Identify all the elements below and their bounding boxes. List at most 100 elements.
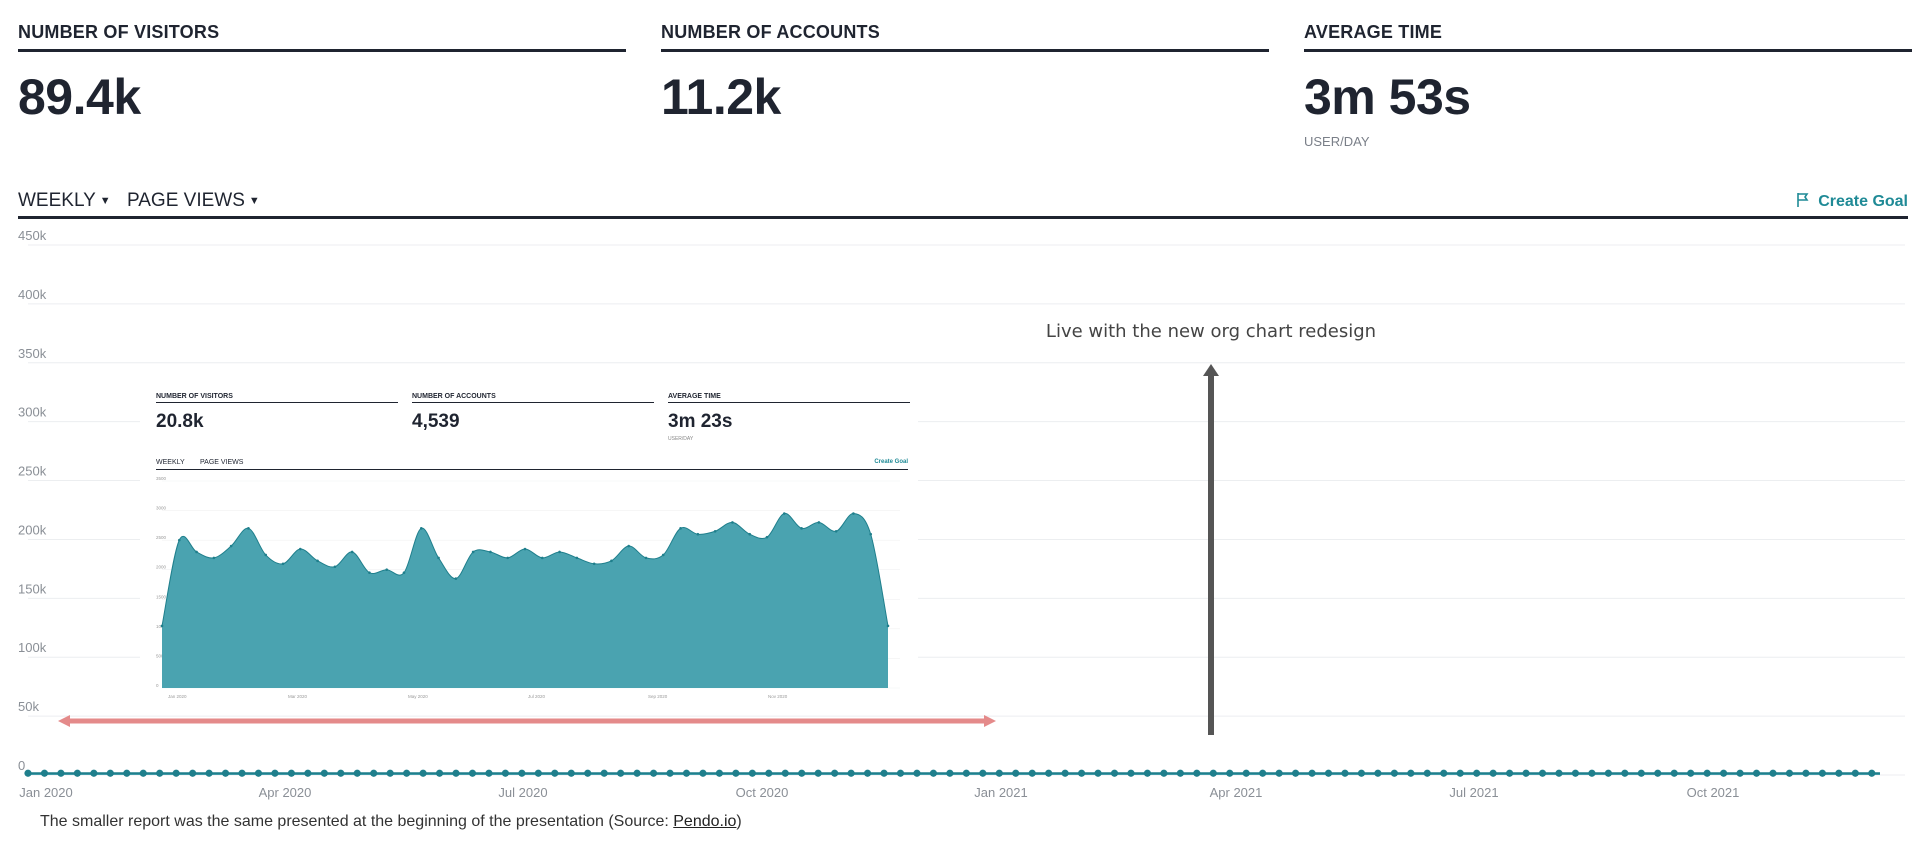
data-point	[1687, 769, 1695, 777]
data-point	[567, 769, 575, 777]
metric-value: 89.4k	[18, 69, 141, 125]
data-point	[468, 769, 477, 777]
data-point	[1077, 769, 1086, 777]
data-point	[320, 769, 328, 777]
x-tick-label: Jul 2020	[498, 785, 547, 800]
inset-data-point	[713, 529, 717, 533]
data-point	[1769, 769, 1777, 777]
inset-data-point	[489, 550, 492, 554]
data-point	[1670, 769, 1678, 777]
inset-x-tick-label: May 2020	[408, 694, 428, 699]
inset-x-tick-label: Jan 2020	[168, 694, 187, 699]
data-point	[57, 769, 65, 777]
data-point	[1160, 769, 1168, 777]
data-point	[1571, 769, 1580, 777]
inset-create-goal-label: Create Goal	[874, 459, 908, 465]
inset-data-point	[592, 562, 596, 566]
data-point	[1835, 769, 1843, 777]
data-point	[518, 769, 526, 777]
data-point	[732, 769, 740, 777]
data-point	[386, 769, 394, 777]
data-point	[715, 769, 724, 777]
data-point	[485, 769, 493, 777]
data-point	[304, 769, 312, 777]
inset-measure-label: PAGE VIEWS	[200, 459, 244, 466]
metric-accounts: NUMBER OF ACCOUNTS 11.2k	[661, 22, 1269, 126]
x-tick-label: Jul 2021	[1449, 785, 1498, 800]
data-point	[73, 769, 81, 777]
inset-data-point	[800, 527, 803, 530]
create-goal-label: Create Goal	[1818, 193, 1908, 210]
x-tick-label: Apr 2020	[259, 785, 312, 800]
data-point	[880, 769, 888, 777]
inset-data-point	[333, 565, 337, 569]
caption-text: The smaller report was the same presente…	[40, 813, 674, 830]
data-point	[666, 769, 674, 777]
inset-data-point	[627, 544, 631, 548]
inset-data-point	[195, 550, 198, 554]
inset-data-point	[454, 577, 458, 580]
caption: The smaller report was the same presente…	[40, 813, 742, 831]
inset-data-point	[385, 568, 389, 572]
x-tick-label: Oct 2021	[1687, 785, 1740, 800]
inset-data-point	[177, 538, 181, 542]
data-point	[1012, 769, 1020, 777]
data-point	[1407, 769, 1415, 777]
create-goal-button[interactable]: Create Goal	[1796, 192, 1908, 211]
data-point	[699, 769, 707, 777]
data-point	[435, 769, 444, 777]
data-point	[863, 769, 872, 777]
data-point	[1390, 769, 1398, 777]
data-point	[847, 769, 855, 777]
data-point	[189, 769, 197, 777]
data-point	[600, 769, 608, 777]
data-point	[1374, 769, 1382, 777]
inset-y-tick-label: 1500	[156, 594, 167, 599]
data-point	[254, 769, 263, 777]
data-point	[1094, 769, 1102, 777]
data-point	[1736, 769, 1744, 777]
data-point	[1703, 769, 1711, 777]
inset-data-point	[247, 527, 250, 530]
period-dropdown[interactable]: WEEKLY ▼	[18, 190, 111, 212]
inset-report: NUMBER OF VISITORS 20.8k NUMBER OF ACCOU…	[140, 367, 918, 711]
range-arrow-left-icon	[58, 715, 70, 727]
inset-y-tick-label: 3500	[156, 476, 167, 481]
data-point	[1423, 769, 1431, 777]
data-point	[1440, 769, 1448, 777]
inset-x-tick-label: Sep 2020	[648, 694, 668, 699]
data-point	[1637, 769, 1645, 777]
data-point	[1456, 769, 1464, 777]
data-point	[1802, 769, 1810, 777]
data-point	[271, 769, 279, 777]
data-point	[1818, 769, 1826, 777]
x-tick-label: Jan 2021	[974, 785, 1028, 800]
source-link[interactable]: Pendo.io	[673, 813, 737, 830]
caption-end: )	[736, 813, 742, 830]
data-point	[748, 769, 756, 777]
data-point	[106, 769, 114, 777]
data-point	[1752, 769, 1761, 777]
inset-data-point	[368, 571, 371, 574]
data-point	[287, 769, 295, 777]
inset-data-point	[298, 547, 302, 551]
data-point	[1291, 769, 1300, 777]
data-point	[929, 769, 938, 777]
data-point	[139, 769, 147, 777]
data-point	[40, 769, 49, 777]
inset-x-tick-label: Nov 2020	[768, 694, 788, 699]
data-point	[1538, 769, 1547, 777]
data-point	[1868, 769, 1876, 777]
measure-dropdown[interactable]: PAGE VIEWS ▼	[127, 190, 260, 212]
data-point	[1308, 769, 1316, 777]
arrow-head-icon	[1203, 364, 1219, 376]
metric-value: 11.2k	[661, 69, 781, 125]
inset-data-point	[523, 547, 527, 551]
y-tick-label: 400k	[18, 287, 47, 302]
data-point	[1045, 769, 1053, 777]
inset-metric-label: NUMBER OF ACCOUNTS	[412, 393, 654, 403]
data-point	[1357, 769, 1366, 777]
inset-data-point	[834, 529, 838, 533]
data-point	[551, 769, 559, 777]
inset-metric-sub: USER/DAY	[668, 436, 694, 442]
